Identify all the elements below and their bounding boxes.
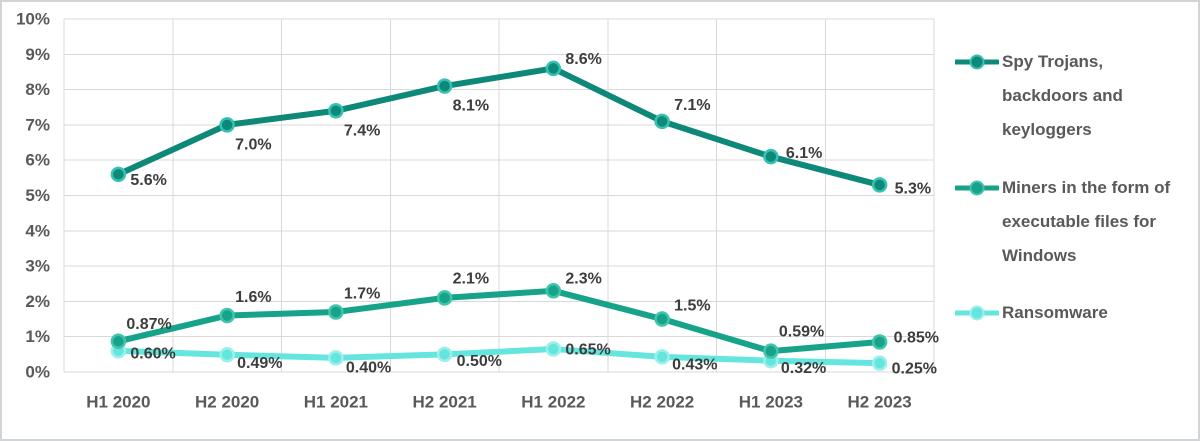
legend-item-spy-trojans: Spy Trojans, backdoors and keyloggers <box>953 45 1123 147</box>
data-point-marker-ransomware <box>436 346 453 363</box>
data-point-marker-spy-trojans <box>436 78 453 94</box>
data-point-label-ransomware: 0.32% <box>781 360 826 377</box>
y-axis-tick-label: 4% <box>25 221 50 240</box>
data-point-label-miners: 2.3% <box>565 270 601 287</box>
data-point-marker-miners <box>545 283 562 299</box>
legend-line-marker-icon <box>953 53 1001 71</box>
data-point-marker-ransomware <box>219 346 235 363</box>
data-point-marker-miners <box>871 334 888 350</box>
data-point-label-miners: 1.5% <box>674 298 710 315</box>
y-axis-tick-label: 10% <box>16 10 50 29</box>
data-point-label-ransomware: 0.43% <box>672 356 717 373</box>
data-point-label-ransomware: 0.60% <box>130 345 175 362</box>
data-point-marker-ransomware <box>328 350 344 366</box>
y-axis-tick-label: 5% <box>25 186 50 205</box>
y-axis-tick-label: 3% <box>25 257 50 276</box>
y-axis-tick-label: 0% <box>25 363 50 382</box>
y-axis-tick-label: 8% <box>25 80 50 99</box>
data-point-marker-spy-trojans <box>328 103 344 119</box>
data-point-marker-miners <box>219 307 235 324</box>
data-point-marker-miners <box>328 304 344 320</box>
legend-item-ransomware: Ransomware <box>953 296 1108 330</box>
legend-item-label: Spy Trojans, backdoors and keyloggers <box>1002 52 1123 139</box>
x-axis-tick-label: H2 2020 <box>195 393 259 412</box>
data-point-marker-miners <box>436 290 453 306</box>
y-axis-tick-label: 6% <box>25 151 50 170</box>
data-point-marker-miners <box>654 311 670 327</box>
x-axis-tick-label: H2 2021 <box>412 393 476 412</box>
data-point-marker-spy-trojans <box>763 148 779 165</box>
chart-legend: Spy Trojans, backdoors and keyloggers Min… <box>953 2 1195 439</box>
data-point-label-spy-trojans: 8.1% <box>453 98 489 115</box>
data-point-label-miners: 0.85% <box>894 329 939 346</box>
data-point-marker-spy-trojans <box>871 177 888 193</box>
data-point-label-miners: 2.1% <box>453 270 489 287</box>
data-point-label-spy-trojans: 8.6% <box>565 51 601 68</box>
data-point-marker-spy-trojans <box>219 117 235 133</box>
data-point-marker-miners <box>763 343 779 359</box>
data-point-label-spy-trojans: 7.0% <box>235 136 271 153</box>
y-axis-tick-label: 2% <box>25 292 50 311</box>
series-line-spy-trojans <box>115 65 883 188</box>
data-point-marker-spy-trojans <box>545 60 562 77</box>
data-point-marker-ransomware <box>871 355 888 371</box>
series-line-miners <box>115 287 883 355</box>
data-point-label-ransomware: 0.40% <box>346 359 391 376</box>
series-line-ransomware <box>115 346 883 367</box>
data-point-label-miners: 0.87% <box>126 316 171 333</box>
data-point-label-ransomware: 0.50% <box>457 353 502 370</box>
legend-line-marker-icon <box>953 179 1001 197</box>
data-point-marker-miners <box>110 333 127 350</box>
x-axis-tick-label: H1 2022 <box>521 393 585 412</box>
data-point-label-spy-trojans: 5.6% <box>130 172 166 189</box>
y-axis-tick-label: 9% <box>25 45 50 64</box>
y-axis-tick-label: 7% <box>25 115 50 134</box>
data-point-label-ransomware: 0.49% <box>237 355 282 372</box>
data-point-label-miners: 0.59% <box>779 324 824 341</box>
data-point-label-spy-trojans: 7.4% <box>344 122 380 139</box>
data-point-label-miners: 1.6% <box>235 289 271 306</box>
legend-line-marker-icon <box>953 304 1001 322</box>
x-axis-tick-label: H1 2020 <box>86 393 150 412</box>
y-axis-tick-label: 1% <box>25 327 50 346</box>
data-point-marker-ransomware <box>545 341 562 357</box>
data-point-marker-spy-trojans <box>654 113 670 130</box>
data-point-marker-spy-trojans <box>110 166 127 183</box>
data-point-label-ransomware: 0.65% <box>565 342 610 359</box>
x-axis-tick-label: H1 2021 <box>304 393 368 412</box>
data-point-label-spy-trojans: 6.1% <box>786 145 822 162</box>
legend-item-label: Ransomware <box>1002 303 1108 322</box>
data-point-label-spy-trojans: 7.1% <box>674 97 710 114</box>
x-axis-tick-label: H1 2023 <box>739 393 803 412</box>
legend-item-label: Miners in the form of executable files f… <box>1002 178 1171 265</box>
legend-item-miners: Miners in the form of executable files f… <box>953 171 1171 273</box>
data-point-label-miners: 1.7% <box>344 285 380 302</box>
data-point-label-ransomware: 0.25% <box>892 361 937 378</box>
x-axis-tick-label: H2 2023 <box>847 393 911 412</box>
x-axis-tick-label: H2 2022 <box>630 393 694 412</box>
data-point-label-spy-trojans: 5.3% <box>895 180 931 197</box>
data-point-marker-ransomware <box>654 349 670 365</box>
